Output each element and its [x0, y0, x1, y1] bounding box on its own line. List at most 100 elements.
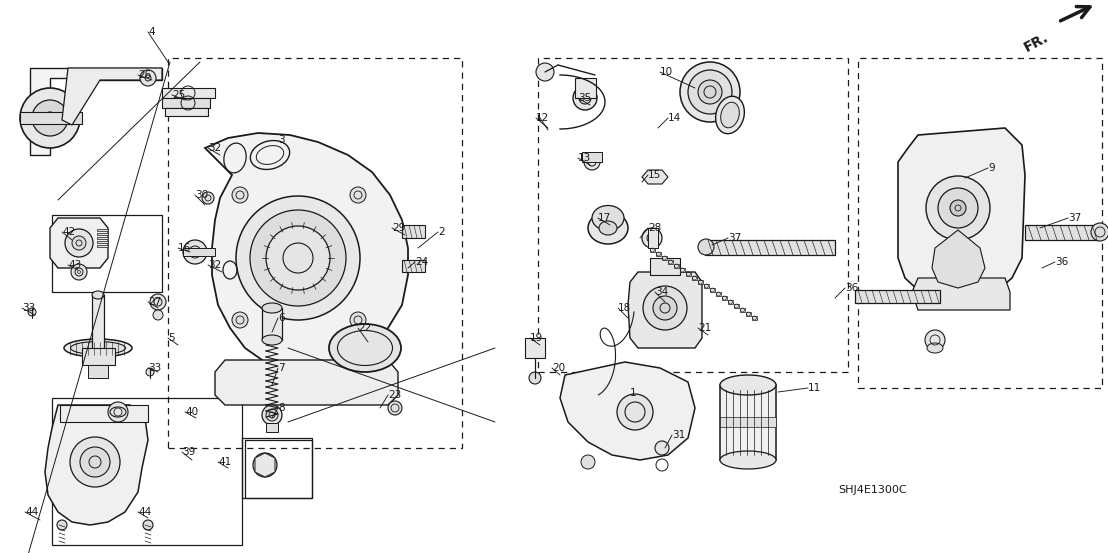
Text: 15: 15	[648, 170, 661, 180]
Circle shape	[688, 70, 732, 114]
Bar	[1025, 225, 1100, 240]
Ellipse shape	[599, 221, 617, 235]
Text: 8: 8	[278, 403, 285, 413]
Bar	[183, 248, 215, 256]
Ellipse shape	[927, 343, 943, 353]
Text: 33: 33	[148, 363, 162, 373]
Polygon shape	[50, 218, 107, 268]
Text: 42: 42	[62, 227, 75, 237]
Bar	[705, 240, 835, 255]
Circle shape	[28, 308, 35, 316]
Text: 37: 37	[728, 233, 741, 243]
Circle shape	[584, 154, 601, 170]
Bar	[855, 290, 940, 303]
Circle shape	[250, 210, 346, 306]
Bar	[656, 252, 661, 256]
Bar	[650, 258, 680, 275]
Circle shape	[642, 228, 661, 248]
Bar	[525, 338, 545, 358]
Circle shape	[647, 233, 657, 243]
Polygon shape	[215, 360, 398, 405]
Bar	[402, 260, 425, 272]
Circle shape	[146, 368, 154, 376]
Ellipse shape	[716, 96, 745, 134]
Polygon shape	[628, 272, 702, 348]
Text: 40: 40	[185, 407, 198, 417]
Circle shape	[57, 520, 66, 530]
Text: 25: 25	[172, 90, 185, 100]
Bar	[98, 245, 107, 247]
Bar	[858, 58, 1102, 388]
Text: 32: 32	[208, 260, 222, 270]
Text: 44: 44	[138, 507, 152, 517]
Circle shape	[925, 330, 945, 350]
Circle shape	[579, 92, 591, 104]
Text: 41: 41	[218, 457, 232, 467]
Bar	[698, 280, 702, 284]
Circle shape	[950, 200, 966, 216]
Circle shape	[698, 80, 722, 104]
Ellipse shape	[720, 102, 739, 128]
Circle shape	[150, 294, 166, 310]
Bar	[661, 256, 667, 260]
Text: 2: 2	[438, 227, 444, 237]
Circle shape	[388, 401, 402, 415]
Text: 43: 43	[68, 260, 81, 270]
Polygon shape	[912, 278, 1010, 310]
Bar	[575, 78, 596, 98]
Text: 31: 31	[671, 430, 685, 440]
Text: 39: 39	[182, 447, 195, 457]
Circle shape	[573, 86, 597, 110]
Circle shape	[70, 437, 120, 487]
Polygon shape	[62, 68, 162, 125]
Bar	[165, 108, 208, 116]
Circle shape	[926, 176, 991, 240]
Bar	[680, 268, 685, 272]
Circle shape	[32, 100, 68, 136]
Bar	[720, 417, 776, 427]
Bar	[98, 241, 107, 243]
Polygon shape	[45, 405, 148, 525]
Circle shape	[350, 187, 366, 203]
Circle shape	[529, 372, 541, 384]
Text: 4: 4	[148, 27, 155, 37]
Polygon shape	[642, 170, 668, 184]
Circle shape	[266, 409, 278, 421]
Circle shape	[1091, 223, 1108, 241]
Bar	[648, 228, 658, 248]
Text: 28: 28	[648, 223, 661, 233]
Circle shape	[107, 402, 129, 422]
Circle shape	[653, 296, 677, 320]
Circle shape	[698, 239, 714, 255]
Ellipse shape	[92, 291, 104, 299]
Bar	[162, 88, 215, 98]
Bar	[20, 112, 82, 124]
Circle shape	[236, 196, 360, 320]
Text: 36: 36	[1055, 257, 1068, 267]
Bar	[402, 225, 425, 238]
Circle shape	[140, 70, 156, 86]
Ellipse shape	[261, 335, 283, 345]
Text: 16: 16	[178, 243, 192, 253]
Circle shape	[183, 240, 207, 264]
Text: 35: 35	[578, 93, 592, 103]
Bar	[261, 308, 283, 340]
Text: 9: 9	[988, 163, 995, 173]
Polygon shape	[932, 230, 985, 288]
Circle shape	[232, 187, 248, 203]
Circle shape	[20, 88, 80, 148]
Text: 33: 33	[22, 303, 35, 313]
Ellipse shape	[588, 212, 628, 244]
Ellipse shape	[261, 303, 283, 313]
Bar	[716, 292, 721, 296]
Circle shape	[536, 63, 554, 81]
Bar	[692, 276, 697, 280]
Circle shape	[202, 192, 214, 204]
Bar	[733, 304, 739, 308]
Text: 18: 18	[618, 303, 632, 313]
Bar	[98, 233, 107, 235]
Circle shape	[261, 405, 283, 425]
Text: 14: 14	[668, 113, 681, 123]
Circle shape	[143, 520, 153, 530]
Text: 37: 37	[1068, 213, 1081, 223]
